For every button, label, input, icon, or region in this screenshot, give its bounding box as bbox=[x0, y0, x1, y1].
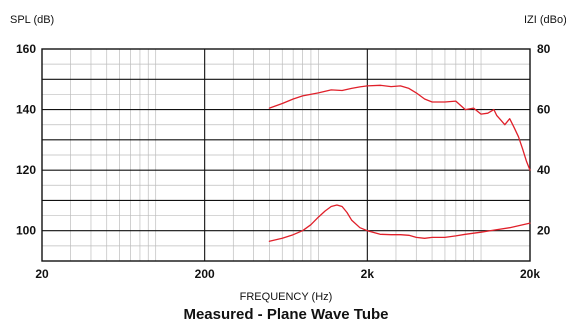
y-right-tick-label: 60 bbox=[537, 103, 551, 117]
x-tick-label: 20k bbox=[520, 267, 540, 281]
x-tick-label: 2k bbox=[361, 267, 375, 281]
y-left-tick-label: 140 bbox=[16, 103, 36, 117]
chart-caption: Measured - Plane Wave Tube bbox=[183, 306, 388, 323]
y-right-tick-label: 40 bbox=[537, 163, 551, 177]
y-right-tick-label: 80 bbox=[537, 42, 551, 56]
y-left-tick-label: 160 bbox=[16, 42, 36, 56]
plot-frame bbox=[41, 48, 531, 262]
y-right-tick-label: 20 bbox=[537, 224, 551, 238]
impedance-curve bbox=[268, 204, 531, 242]
y-axis-right-title: IZI (dBo) bbox=[524, 14, 566, 26]
y-axis-left-title: SPL (dB) bbox=[10, 14, 54, 26]
spl-curve bbox=[268, 84, 531, 171]
y-left-tick-label: 120 bbox=[16, 163, 36, 177]
x-tick-label: 200 bbox=[195, 267, 215, 281]
minor-grid bbox=[42, 49, 530, 261]
y-left-tick-label: 100 bbox=[16, 224, 36, 238]
tick-labels: 20 200 2k 20k 160 140 120 100 80 60 40 20 bbox=[16, 42, 551, 281]
major-grid bbox=[42, 49, 530, 261]
x-tick-label: 20 bbox=[35, 267, 49, 281]
series-layer bbox=[268, 84, 531, 242]
x-axis-title: FREQUENCY (Hz) bbox=[240, 291, 333, 303]
